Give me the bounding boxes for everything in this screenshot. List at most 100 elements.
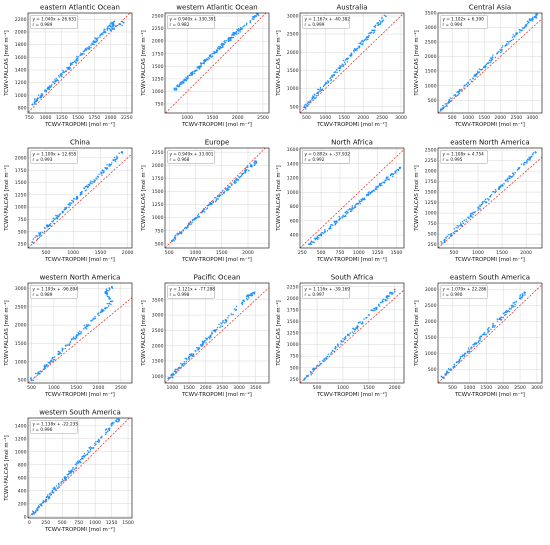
y-tick-label: 2000 (152, 39, 164, 45)
data-point (205, 342, 207, 344)
y-tick-label: 1750 (425, 179, 437, 185)
x-tick-label: 0 (28, 520, 31, 526)
data-point (523, 27, 526, 29)
data-point (332, 74, 334, 77)
data-point (113, 156, 116, 159)
data-point (318, 90, 321, 92)
data-point (333, 350, 336, 353)
y-tick-label: 400 (18, 488, 27, 494)
plot-area (165, 148, 266, 248)
x-tick-label: 2250 (121, 115, 133, 121)
data-point (344, 335, 347, 338)
data-point (304, 103, 307, 106)
data-point (110, 423, 112, 425)
y-tick-label: 500 (290, 365, 299, 371)
data-point (33, 512, 35, 515)
data-point (107, 290, 109, 292)
data-point (118, 152, 120, 154)
y-tick-label: 1500 (425, 69, 437, 75)
data-point (492, 54, 494, 56)
annotation-text: y = 0.892x + -37.932 (305, 152, 351, 157)
data-point (347, 57, 349, 60)
data-point (448, 369, 450, 371)
data-point (375, 187, 377, 190)
data-point (339, 64, 341, 67)
data-point (252, 17, 254, 19)
data-point (478, 340, 480, 342)
data-point (315, 94, 318, 97)
data-point (212, 200, 215, 203)
data-point (72, 197, 75, 200)
data-point (37, 508, 39, 511)
y-tick-label: 2500 (425, 148, 437, 154)
data-point (498, 318, 500, 321)
y-tick-label: 500 (290, 104, 299, 110)
data-point (85, 324, 88, 326)
x-axis-label: TCWV-TROPOMI [mol m⁻²] (454, 121, 525, 128)
data-point (354, 204, 356, 207)
data-point (181, 363, 184, 366)
data-point (529, 156, 532, 158)
data-point (381, 300, 384, 302)
data-point (393, 288, 396, 291)
data-point (57, 350, 60, 353)
data-point (239, 175, 242, 178)
x-tick-label: 2000 (389, 385, 401, 391)
y-axis-label: TCWV-FALCAS [mol m⁻²] (3, 300, 10, 367)
y-axis-label: TCWV-FALCAS [mol m⁻²] (413, 165, 420, 232)
data-point (510, 308, 513, 310)
plot-area (165, 13, 267, 113)
x-axis-label: TCWV-TROPOMI [mol m⁻²] (44, 526, 115, 533)
y-tick-label: 1500 (425, 335, 437, 341)
data-point (208, 338, 211, 340)
data-point (61, 212, 64, 214)
data-point (440, 242, 443, 245)
data-point (191, 353, 193, 355)
x-tick-label: 1250 (56, 115, 68, 121)
x-tick-label: 1250 (106, 520, 118, 526)
y-tick-label: 2200 (15, 17, 27, 23)
data-point (474, 342, 476, 344)
data-point (512, 304, 514, 307)
data-point (453, 366, 455, 368)
y-tick-label: 250 (290, 377, 299, 383)
data-point (333, 71, 335, 73)
data-point (54, 487, 56, 489)
y-tick-label: 1500 (287, 68, 299, 74)
data-point (106, 430, 109, 433)
x-tick-label: 2000 (497, 385, 509, 391)
data-point (357, 325, 359, 328)
data-point (221, 193, 223, 196)
data-point (56, 214, 59, 217)
plot-frame (27, 417, 133, 519)
data-point (336, 69, 338, 71)
plot-frame (164, 12, 270, 114)
data-point (216, 195, 219, 198)
data-point (308, 101, 311, 104)
data-point (488, 59, 491, 62)
data-point (226, 189, 228, 191)
data-point (342, 59, 345, 62)
data-point (211, 331, 213, 334)
annotation-text: y = 1.040x + 26.631 (33, 17, 77, 22)
plot-area (28, 151, 132, 248)
data-point (69, 66, 71, 69)
data-point (516, 169, 519, 171)
data-point (105, 428, 108, 430)
data-point (333, 220, 336, 223)
x-tick-label: 3000 (233, 385, 245, 391)
data-point (367, 192, 369, 194)
data-point (321, 231, 323, 234)
data-point (80, 191, 83, 194)
data-point (346, 211, 349, 214)
data-point (53, 218, 56, 220)
data-point (324, 83, 327, 85)
data-point (41, 93, 44, 96)
y-tick-label: 1250 (15, 192, 27, 198)
data-point (214, 330, 217, 333)
data-point (78, 330, 81, 332)
data-point (46, 494, 49, 496)
data-point (334, 221, 336, 224)
data-point (317, 238, 319, 241)
chart-panel: 1000 1500 2000 2500 3000 3500 1000 1500 2000 2500… (140, 274, 270, 398)
